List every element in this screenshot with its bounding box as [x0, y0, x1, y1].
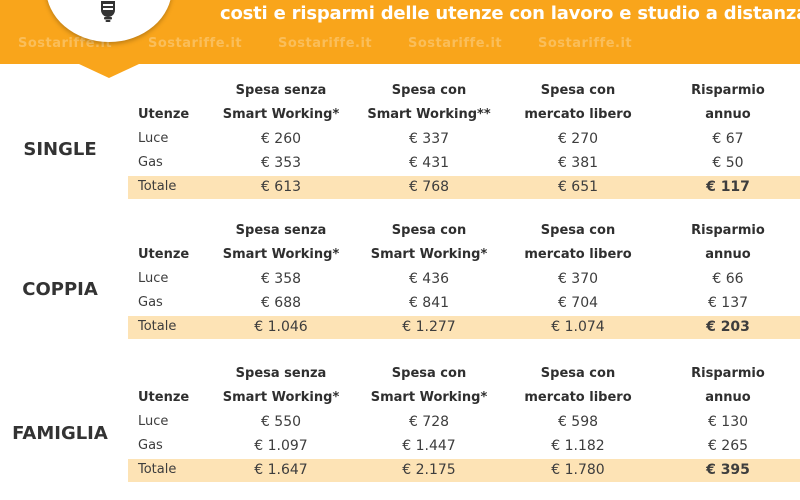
profile-label: COPPIA	[22, 279, 98, 300]
table-cell: € 265	[707, 438, 749, 454]
column-header: annuo	[705, 390, 751, 405]
total-row-highlight	[128, 459, 800, 482]
watermark: Sostariffe.it	[18, 36, 113, 51]
row-label: Gas	[138, 295, 163, 310]
table-cell: € 66	[712, 271, 744, 287]
row-label: Luce	[138, 271, 169, 286]
total-row-highlight	[128, 176, 800, 199]
column-header: Spesa senza	[235, 366, 327, 381]
table-cell: € 768	[408, 179, 450, 195]
table-cell: € 1.046	[254, 319, 308, 335]
table-cell: € 436	[408, 271, 450, 287]
table-cell: € 613	[260, 179, 302, 195]
section-single: SINGLE Spesa senza Spesa con Spesa con R…	[0, 79, 800, 199]
table-cell: € 598	[557, 414, 599, 430]
utenze-header: Utenze	[138, 390, 190, 405]
table-cell: € 1.074	[551, 319, 605, 335]
table-cell: € 841	[408, 295, 450, 311]
section-famiglia: FAMIGLIA Spesa senza Spesa con Spesa con…	[0, 362, 800, 482]
table-cell: € 704	[557, 295, 599, 311]
table-cell: € 651	[557, 179, 599, 195]
table-cell: € 381	[557, 155, 599, 171]
table-cell: € 1.097	[254, 438, 308, 454]
column-header: annuo	[705, 247, 751, 262]
profile-label: SINGLE	[23, 139, 97, 160]
column-header: Spesa con	[540, 83, 616, 98]
column-header: Risparmio	[691, 83, 765, 98]
table-cell: € 1.182	[551, 438, 605, 454]
column-header: Smart Working*	[222, 390, 340, 405]
savings-total: € 117	[706, 179, 750, 195]
table-cell: € 358	[260, 271, 302, 287]
column-header: mercato libero	[524, 247, 632, 262]
table-cell: € 353	[260, 155, 302, 171]
column-header: Smart Working*	[222, 247, 340, 262]
table-cell: € 728	[408, 414, 450, 430]
table-cell: € 370	[557, 271, 599, 287]
table-cell: € 67	[712, 131, 744, 147]
column-header: Spesa senza	[235, 83, 327, 98]
table-cell: € 260	[260, 131, 302, 147]
table-cell: € 1.647	[254, 462, 308, 478]
row-label: Gas	[138, 438, 163, 453]
watermark: Sostariffe.it	[278, 36, 373, 51]
column-header: Spesa con	[391, 83, 467, 98]
savings-total: € 203	[706, 319, 750, 335]
watermark: Sostariffe.it	[148, 36, 243, 51]
column-header: Spesa con	[540, 223, 616, 238]
table-cell: € 1.447	[402, 438, 456, 454]
table-cell: € 137	[707, 295, 749, 311]
row-label: Totale	[138, 319, 177, 334]
lightbulb-icon	[101, 1, 115, 22]
column-header: Spesa con	[540, 366, 616, 381]
watermark: Sostariffe.it	[538, 36, 633, 51]
row-label: Totale	[138, 462, 177, 477]
table-cell: € 688	[260, 295, 302, 311]
table-cell: € 50	[712, 155, 744, 171]
row-label: Gas	[138, 155, 163, 170]
column-header: Smart Working**	[367, 107, 491, 122]
utenze-header: Utenze	[138, 107, 190, 122]
table-cell: € 337	[408, 131, 450, 147]
table-cell: € 130	[707, 414, 749, 430]
page-headline: costi e risparmi delle utenze con lavoro…	[220, 3, 800, 24]
table-cell: € 431	[408, 155, 450, 171]
row-label: Totale	[138, 179, 177, 194]
table-cell: € 2.175	[402, 462, 456, 478]
profile-label: FAMIGLIA	[12, 423, 108, 444]
total-row-highlight	[128, 316, 800, 339]
banner-pointer	[79, 64, 139, 78]
column-header: Spesa con	[391, 366, 467, 381]
table-cell: € 1.780	[551, 462, 605, 478]
column-header: mercato libero	[524, 390, 632, 405]
header-banner: Sostariffe.it Sostariffe.it Sostariffe.i…	[0, 0, 800, 64]
column-header: mercato libero	[524, 107, 632, 122]
section-coppia: COPPIA Spesa senza Spesa con Spesa con R…	[0, 219, 800, 339]
table-cell: € 1.277	[402, 319, 456, 335]
column-header: Smart Working*	[370, 247, 488, 262]
column-header: annuo	[705, 107, 751, 122]
watermark: Sostariffe.it	[408, 36, 503, 51]
column-header: Spesa senza	[235, 223, 327, 238]
column-header: Smart Working*	[370, 390, 488, 405]
savings-total: € 395	[706, 462, 750, 478]
row-label: Luce	[138, 414, 169, 429]
table-cell: € 270	[557, 131, 599, 147]
utenze-header: Utenze	[138, 247, 190, 262]
column-header: Smart Working*	[222, 107, 340, 122]
column-header: Risparmio	[691, 366, 765, 381]
column-header: Risparmio	[691, 223, 765, 238]
column-header: Spesa con	[391, 223, 467, 238]
table-cell: € 550	[260, 414, 302, 430]
row-label: Luce	[138, 131, 169, 146]
